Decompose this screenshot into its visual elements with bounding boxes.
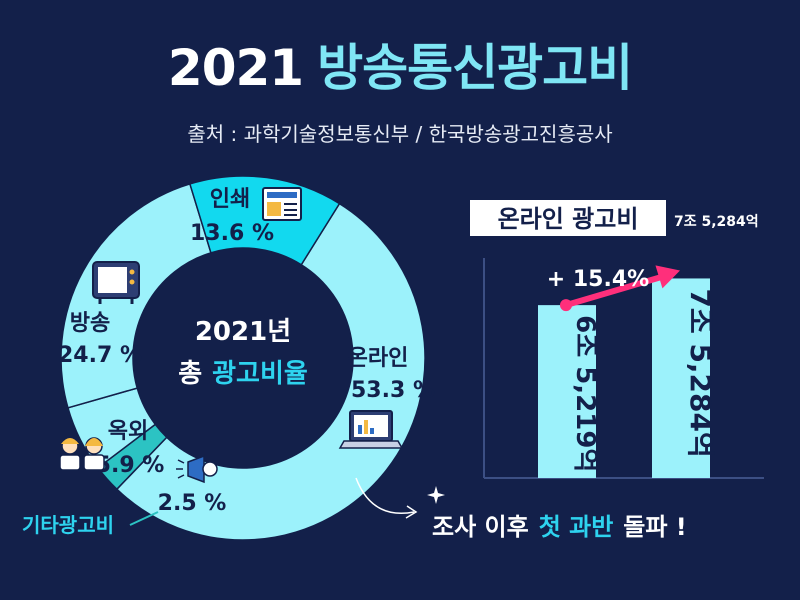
donut-center-highlight: 광고비율 bbox=[212, 359, 308, 389]
donut-center-line2: 총 광고비율 bbox=[178, 359, 308, 389]
slice-name-outdoor: 옥외 bbox=[108, 419, 148, 444]
bar-title: 온라인 광고비 bbox=[498, 205, 639, 233]
bar-value-label-0: 6조 5,219억 bbox=[570, 315, 600, 472]
slice-name-other: 기타광고비 bbox=[22, 513, 114, 537]
slice-value-outdoor: 5.9 % bbox=[96, 453, 165, 478]
callout-suffix: 돌파 ! bbox=[623, 513, 686, 541]
growth-label: + 15.4% bbox=[547, 267, 649, 292]
title-year: 2021 bbox=[167, 39, 304, 97]
growth-arrow-start-dot bbox=[560, 299, 572, 312]
growth-arrow-head bbox=[655, 265, 680, 289]
page-title: 2021 방송통신광고비 bbox=[0, 28, 800, 100]
newspaper-icon bbox=[262, 187, 302, 221]
callout-prefix: 조사 이후 bbox=[432, 513, 529, 541]
laptop-icon bbox=[338, 410, 404, 449]
donut-center-prefix: 총 bbox=[178, 359, 202, 389]
slice-value-online: 53.3 % bbox=[351, 378, 435, 403]
title-main: 방송통신광고비 bbox=[317, 39, 633, 97]
callout-curve bbox=[355, 477, 415, 514]
other-leader-line bbox=[129, 511, 159, 526]
bar-title-value: 7조 5,284억 bbox=[674, 214, 759, 230]
megaphone-icon bbox=[176, 454, 218, 484]
slice-name-print: 인쇄 bbox=[210, 187, 250, 212]
slice-value-print: 13.6 % bbox=[190, 221, 274, 246]
slice-value-broadcast: 24.7 % bbox=[58, 343, 142, 368]
growth-arrow-line bbox=[563, 271, 673, 309]
bar-value-label-1: 7조 5,284억 bbox=[684, 288, 717, 457]
people-icon bbox=[59, 437, 105, 471]
bar-0 bbox=[538, 305, 596, 478]
donut-center-line1: 2021년 bbox=[195, 317, 291, 347]
bar-1 bbox=[652, 278, 710, 478]
source-text: 출처 : 과학기술정보통신부 / 한국방송광고진흥공사 bbox=[187, 122, 613, 146]
bar-title-box bbox=[470, 200, 666, 236]
slice-value-other: 2.5 % bbox=[158, 491, 227, 516]
callout-arrowhead bbox=[405, 505, 418, 519]
slice-name-online: 온라인 bbox=[348, 346, 409, 371]
callout-highlight: 첫 과반 bbox=[539, 513, 614, 541]
bar-series: 6조 5,219억 7조 5,284억 bbox=[538, 278, 717, 478]
sparkle-icon bbox=[427, 486, 445, 504]
callout-text: 조사 이후 첫 과반 돌파 ! bbox=[432, 513, 687, 541]
slice-name-broadcast: 방송 bbox=[70, 311, 110, 336]
tv-icon bbox=[92, 261, 140, 304]
